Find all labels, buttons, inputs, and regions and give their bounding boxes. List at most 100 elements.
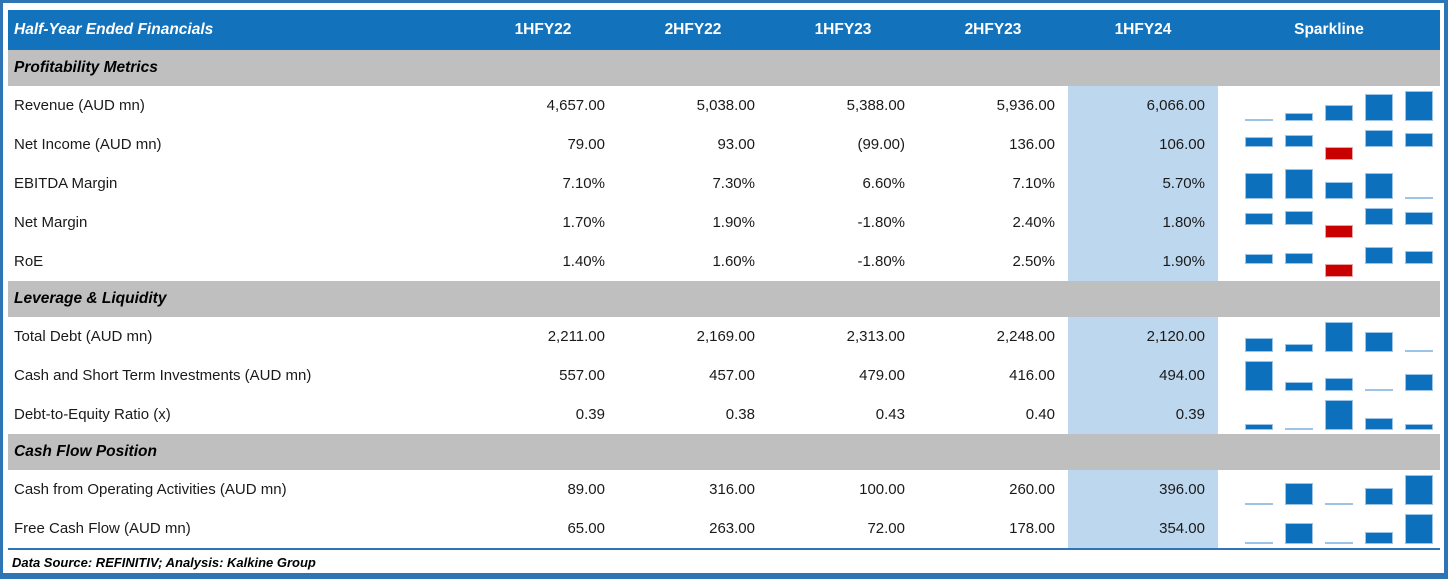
sparkline-bar-slot [1245,514,1273,544]
column-header-1hfy23: 1HFY23 [814,21,872,38]
sparkline-bar-slot [1405,208,1433,238]
sparkline-bar-slot [1245,360,1273,391]
sparkline-chart [1245,129,1433,160]
value-cell-1hfy23: 479.00 [859,367,905,384]
sparkline-bar-slot [1365,322,1393,352]
row-label: Cash from Operating Activities (AUD mn) [14,481,287,498]
value-cell-1hfy22: 1.40% [562,253,605,270]
sparkline-chart [1245,360,1433,391]
sparkline-bar-slot [1285,91,1313,121]
table-row-roe: RoE 1.40% 1.60% -1.80% 2.50% 1.90% [8,242,1440,281]
sparkline-bar [1245,212,1273,225]
footer-divider-line [8,548,1440,550]
sparkline-bar [1285,381,1313,391]
sparkline-bar [1285,210,1313,225]
sparkline-bar-slot [1245,91,1273,121]
sparkline-bar-slot [1285,130,1313,160]
sparkline-bar [1365,129,1393,147]
sparkline-bar [1405,513,1433,544]
value-cell-1hfy24: 494.00 [1068,356,1218,395]
section-header-leverage-liquidity: Leverage & Liquidity [8,281,1440,317]
value-cell-1hfy23: 100.00 [859,481,905,498]
table-row-cash-from-operating-activities-aud-mn: Cash from Operating Activities (AUD mn) 8… [8,470,1440,509]
sparkline-bar [1285,522,1313,544]
sparkline-bar-slot [1365,361,1393,391]
sparkline-chart [1245,207,1433,238]
sparkline-bar [1325,502,1353,505]
sparkline-cell [1218,470,1440,509]
sparkline-cell [1218,509,1440,548]
column-header-1hfy24: 1HFY24 [1114,21,1172,38]
sparkline-bar-slot [1405,90,1433,121]
footer: Data Source: REFINITIV; Analysis: Kalkin… [8,550,1440,574]
sparkline-bar [1405,211,1433,225]
table-header-row: Half-Year Ended Financials 1HFY22 2HFY22… [8,10,1440,50]
value-cell-2hfy22: 0.38 [725,406,755,423]
section-header-cash-flow-position: Cash Flow Position [8,434,1440,470]
column-header-sparkline: Sparkline [1294,21,1364,38]
sparkline-cell [1218,86,1440,125]
data-source-note: Data Source: REFINITIV; Analysis: Kalkin… [12,554,316,570]
sparkline-bar [1245,136,1273,147]
sparkline-bar-slot [1405,513,1433,544]
table-title: Half-Year Ended Financials [14,21,214,38]
sparkline-bar-slot [1365,91,1393,121]
sparkline-chart [1245,474,1433,505]
sparkline-bar-slot [1325,399,1353,430]
value-cell-1hfy24: 5.70% [1068,164,1218,203]
sparkline-bar [1325,321,1353,352]
sparkline-bar [1365,531,1393,544]
sparkline-chart [1245,513,1433,544]
value-cell-1hfy24: 354.00 [1068,509,1218,548]
sparkline-bar [1405,132,1433,147]
sparkline-bar [1245,172,1273,199]
sparkline-bar [1405,423,1433,430]
sparkline-bar-slot [1245,130,1273,160]
sparkline-bar-slot [1325,514,1353,544]
sparkline-bar-slot [1285,168,1313,199]
sparkline-bar [1245,360,1273,391]
row-label: Net Margin [14,214,88,231]
sparkline-bar-slot [1325,361,1353,391]
sparkline-bar-slot [1245,169,1273,199]
value-cell-2hfy22: 457.00 [709,367,755,384]
section-label: Cash Flow Position [14,443,157,460]
table-row-revenue-aud-mn: Revenue (AUD mn) 4,657.00 5,038.00 5,388.00… [8,86,1440,125]
value-cell-1hfy23: (99.00) [857,136,905,153]
sparkline-bar [1405,373,1433,391]
sparkline-bar [1285,134,1313,147]
value-cell-2hfy22: 316.00 [709,481,755,498]
row-label: Net Income (AUD mn) [14,136,162,153]
sparkline-bar [1365,388,1393,391]
sparkline-cell [1218,125,1440,164]
sparkline-bar [1285,427,1313,430]
sparkline-bar [1285,482,1313,505]
sparkline-bar-slot [1245,208,1273,238]
column-header-2hfy22: 2HFY22 [664,21,722,38]
value-cell-2hfy22: 263.00 [709,520,755,537]
value-cell-1hfy24: 2,120.00 [1068,317,1218,356]
value-cell-1hfy22: 557.00 [559,367,605,384]
sparkline-bar [1245,337,1273,352]
sparkline-bar-slot [1245,475,1273,505]
sparkline-bar-slot [1285,400,1313,430]
sparkline-bar-slot [1285,361,1313,391]
value-cell-1hfy22: 65.00 [567,520,605,537]
sparkline-bar [1245,423,1273,430]
sparkline-bar-slot [1365,207,1393,238]
sparkline-bar [1245,541,1273,544]
sparkline-bar-slot [1365,400,1393,430]
sparkline-bar [1365,93,1393,121]
sparkline-cell [1218,242,1440,281]
value-cell-2hfy23: 5,936.00 [996,97,1055,114]
value-cell-1hfy22: 2,211.00 [547,328,605,345]
sparkline-bar-slot [1325,169,1353,199]
sparkline-cell [1218,395,1440,434]
value-cell-1hfy22: 7.10% [562,175,605,192]
value-cell-2hfy22: 93.00 [717,136,755,153]
value-cell-1hfy23: -1.80% [857,214,905,231]
sparkline-bar [1405,474,1433,505]
value-cell-1hfy23: 6.60% [862,175,905,192]
sparkline-bar [1325,181,1353,199]
sparkline-chart [1245,321,1433,352]
